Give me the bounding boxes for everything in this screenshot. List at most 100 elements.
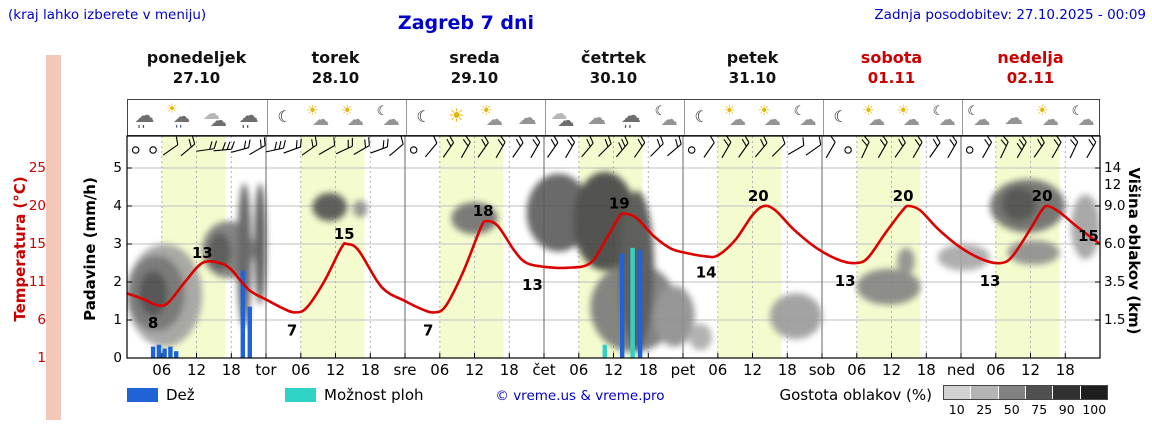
cloud-cover-scale-segment <box>998 386 1026 399</box>
wind-barb-icon <box>703 135 715 158</box>
day-separator <box>962 100 963 135</box>
wind-barbs <box>131 135 1097 159</box>
day-name: petek <box>726 48 779 67</box>
rain-cloud-icon: ☁ '' <box>130 103 160 136</box>
wind-barb-icon <box>353 137 370 155</box>
hour-label: 18 <box>777 361 797 379</box>
hour-label: 06 <box>569 361 589 379</box>
day-date: 30.10 <box>589 69 638 87</box>
hour-label: 18 <box>360 361 380 379</box>
wind-barb-icon <box>265 139 286 153</box>
moon-icon: ☾ <box>408 103 438 133</box>
cloud-glyph: ☁ <box>485 110 503 130</box>
cloudD-glyph: ☁ <box>238 103 259 127</box>
moon-icon: ☾ <box>825 103 855 133</box>
wind-calm-icon <box>965 146 974 154</box>
hour-label: 06 <box>291 361 311 379</box>
cloud-cover-scale-segment <box>1053 386 1081 399</box>
day-abbrev-label: tor <box>255 361 277 379</box>
sun-glyph: ☀ <box>479 103 493 119</box>
temperature-value-label: 15 <box>1078 227 1099 245</box>
day-separator <box>684 100 685 135</box>
sun-cloud-icon: ☀ ☁ <box>304 103 334 133</box>
day-abbrev-label: pet <box>670 361 696 379</box>
precip-bar-rain <box>637 249 643 358</box>
day-header: ponedeljek 27.10 <box>127 48 266 88</box>
cloud-cover-scale-segment <box>1080 386 1107 399</box>
cloud-glyph: ☁ <box>660 110 678 130</box>
day-name: četrtek <box>580 48 646 67</box>
cloud-glyph: ☁ <box>902 110 920 130</box>
cloudD-glyph: ☁ <box>173 107 191 127</box>
moon-glyph: ☾ <box>793 104 806 119</box>
cloud-glyph: ☁ <box>587 107 607 129</box>
sun-glyph: ☀ <box>896 103 910 119</box>
sun-cloud-icon: ☀ ☁ <box>478 103 508 133</box>
precip-bar-rain <box>620 253 625 358</box>
sun-glyph: ☀ <box>757 103 771 119</box>
moon-glyph: ☾ <box>376 104 389 119</box>
temperature-value-label: 13 <box>980 272 1001 290</box>
precip-tick: 4 <box>113 198 122 214</box>
wind-barb-icon <box>787 137 805 155</box>
hour-label: 12 <box>464 361 485 379</box>
wind-barb-icon <box>424 135 438 158</box>
cloud-density-layer <box>127 171 1100 353</box>
drops-glyph: '' <box>241 123 251 136</box>
wind-barb-icon <box>335 137 353 155</box>
temperature-value-label: 13 <box>835 272 856 290</box>
wind-calm-icon <box>149 146 157 154</box>
legend-rain-label: Dež <box>166 386 195 404</box>
wind-barb-icon <box>162 136 179 156</box>
sun-glyph: ☀ <box>723 103 736 119</box>
precip-tick: 3 <box>113 236 122 252</box>
wind-barb-icon <box>370 138 389 154</box>
wind-barb-icon <box>530 135 541 159</box>
cloud-icon: ☁ <box>582 103 612 133</box>
temperature-value-label: 8 <box>148 314 158 332</box>
drops-glyph: '' <box>137 123 147 136</box>
wind-barb-icon <box>231 139 251 153</box>
precip-bar-rain <box>174 351 179 358</box>
hour-label: 12 <box>186 361 207 379</box>
wind-barb-icon <box>213 141 235 152</box>
cloudD-glyph: ☁ <box>620 103 641 127</box>
cloud-glyph: ☁ <box>938 110 956 130</box>
temperature-curve <box>127 204 1100 314</box>
wind-calm-icon <box>131 146 140 154</box>
hour-label: 12 <box>603 361 624 379</box>
temperature-tick: 11 <box>28 274 46 290</box>
location-hint: (kraj lahko izberete v meniju) <box>8 7 207 23</box>
wind-barb-icon <box>615 135 629 158</box>
legend-shower-swatch <box>285 388 316 402</box>
precip-tick: 1 <box>113 312 122 328</box>
drops-glyph: '' <box>623 123 633 136</box>
wind-calm-icon <box>687 146 696 154</box>
sun-cloud-icon: ☀ ☁ <box>756 103 786 133</box>
wind-barb-icon <box>667 136 682 157</box>
cloud-glyph: ☁ <box>312 110 330 130</box>
temperature-value-label: 20 <box>1032 187 1053 205</box>
moon-cloud-icon: ☾ ☁ <box>930 103 960 133</box>
temperature-axis-strip <box>46 55 61 420</box>
precip-bar-shower <box>630 247 635 358</box>
cloud-glyph: ☁ <box>1004 107 1024 129</box>
cloud-cover-scale-value: 90 <box>1058 402 1075 417</box>
hour-label: 06 <box>847 361 867 379</box>
hour-label: 06 <box>430 361 450 379</box>
hour-label: 18 <box>638 361 658 379</box>
cloud-icon: ☁ <box>513 103 543 133</box>
precip-tick: 0 <box>113 350 122 366</box>
credit-link[interactable]: © vreme.us & vreme.pro <box>495 388 665 404</box>
wind-barb-icon <box>547 135 559 158</box>
legend-shower-label: Možnost ploh <box>324 386 424 404</box>
cloud-cover-scale-value: 10 <box>948 402 965 417</box>
moon-cloud-icon: ☾ ☁ <box>1069 103 1099 133</box>
day-header: torek 28.10 <box>266 48 405 88</box>
day-name: sreda <box>449 48 500 67</box>
wind-barb-icon <box>1033 135 1045 158</box>
cloud-cover-scale-segment <box>1025 386 1054 399</box>
last-update: Zadnja posodobitev: 27.10.2025 - 00:09 <box>874 7 1146 23</box>
day-date: 31.10 <box>728 69 777 87</box>
